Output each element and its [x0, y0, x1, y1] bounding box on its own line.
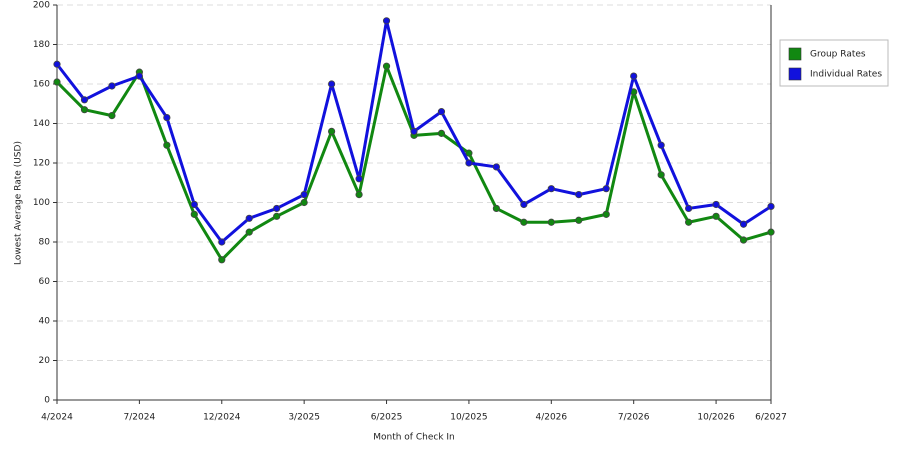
data-point — [712, 200, 720, 209]
data-point — [355, 191, 363, 199]
x-tick-label: 7/2024 — [124, 413, 156, 423]
x-tick-label: 4/2026 — [535, 413, 567, 423]
y-tick-label: 160 — [33, 80, 50, 90]
data-point — [547, 185, 555, 193]
data-point — [575, 216, 583, 224]
data-point — [492, 204, 500, 213]
data-point — [657, 141, 665, 149]
data-point — [273, 212, 281, 220]
data-point — [190, 200, 198, 209]
data-point — [328, 127, 336, 135]
y-tick-label: 180 — [33, 40, 50, 50]
data-point — [80, 96, 89, 104]
data-point — [163, 113, 171, 122]
data-point — [547, 218, 555, 226]
data-point — [712, 212, 720, 220]
data-point — [273, 204, 281, 213]
x-tick-label: 10/2026 — [697, 413, 735, 423]
data-point — [163, 141, 171, 149]
x-tick-label: 7/2026 — [618, 413, 650, 423]
data-point — [328, 80, 336, 88]
data-point — [135, 72, 143, 80]
x-tick-label: 3/2025 — [288, 413, 320, 423]
y-tick-label: 140 — [33, 119, 50, 129]
data-point — [630, 72, 638, 80]
data-point — [685, 204, 693, 213]
data-point — [80, 106, 89, 114]
x-tick-label: 10/2025 — [450, 413, 487, 423]
data-point — [355, 175, 363, 183]
data-point — [465, 159, 473, 167]
data-point — [520, 218, 528, 226]
x-tick-label: 12/2024 — [203, 413, 241, 423]
x-tick-label: 6/2027 — [755, 413, 787, 423]
data-point — [739, 236, 748, 244]
data-point — [437, 108, 446, 116]
data-point — [108, 82, 116, 90]
x-axis-title: Month of Check In — [373, 433, 455, 443]
data-point — [300, 198, 308, 207]
y-tick-label: 0 — [44, 396, 50, 406]
series-line — [55, 64, 772, 262]
data-point — [190, 210, 198, 218]
data-point — [602, 210, 610, 218]
data-point — [53, 60, 61, 68]
data-point — [767, 202, 775, 211]
data-point — [437, 129, 446, 137]
legend-label: Group Rates — [810, 50, 866, 60]
data-point — [767, 228, 775, 236]
data-point — [410, 127, 418, 135]
data-point — [492, 163, 500, 171]
x-tick-label: 4/2024 — [41, 413, 73, 423]
data-point — [300, 191, 308, 199]
y-tick-label: 60 — [39, 277, 51, 287]
y-tick-label: 100 — [33, 198, 50, 208]
data-point — [575, 191, 583, 199]
data-point — [602, 185, 610, 193]
data-point — [53, 78, 61, 86]
data-point — [218, 256, 226, 264]
data-point — [382, 17, 391, 25]
data-point — [382, 62, 391, 70]
data-point — [245, 214, 253, 222]
data-point — [685, 218, 693, 226]
y-tick-label: 80 — [39, 238, 51, 248]
legend-swatch — [788, 67, 802, 81]
data-point — [739, 220, 748, 228]
data-point — [520, 200, 528, 209]
data-point — [218, 238, 226, 246]
data-point — [465, 149, 473, 157]
y-tick-label: 20 — [39, 356, 51, 366]
y-tick-label: 40 — [39, 317, 51, 327]
y-tick-label: 120 — [33, 159, 50, 169]
legend-swatch — [788, 47, 802, 61]
legend-label: Individual Rates — [810, 70, 882, 80]
data-point — [108, 112, 116, 120]
x-tick-label: 6/2025 — [371, 413, 403, 423]
y-tick-label: 200 — [33, 1, 50, 11]
data-point — [245, 228, 253, 236]
data-point — [657, 171, 665, 179]
y-axis-title: Lowest Average Rate (USD) — [14, 141, 24, 265]
